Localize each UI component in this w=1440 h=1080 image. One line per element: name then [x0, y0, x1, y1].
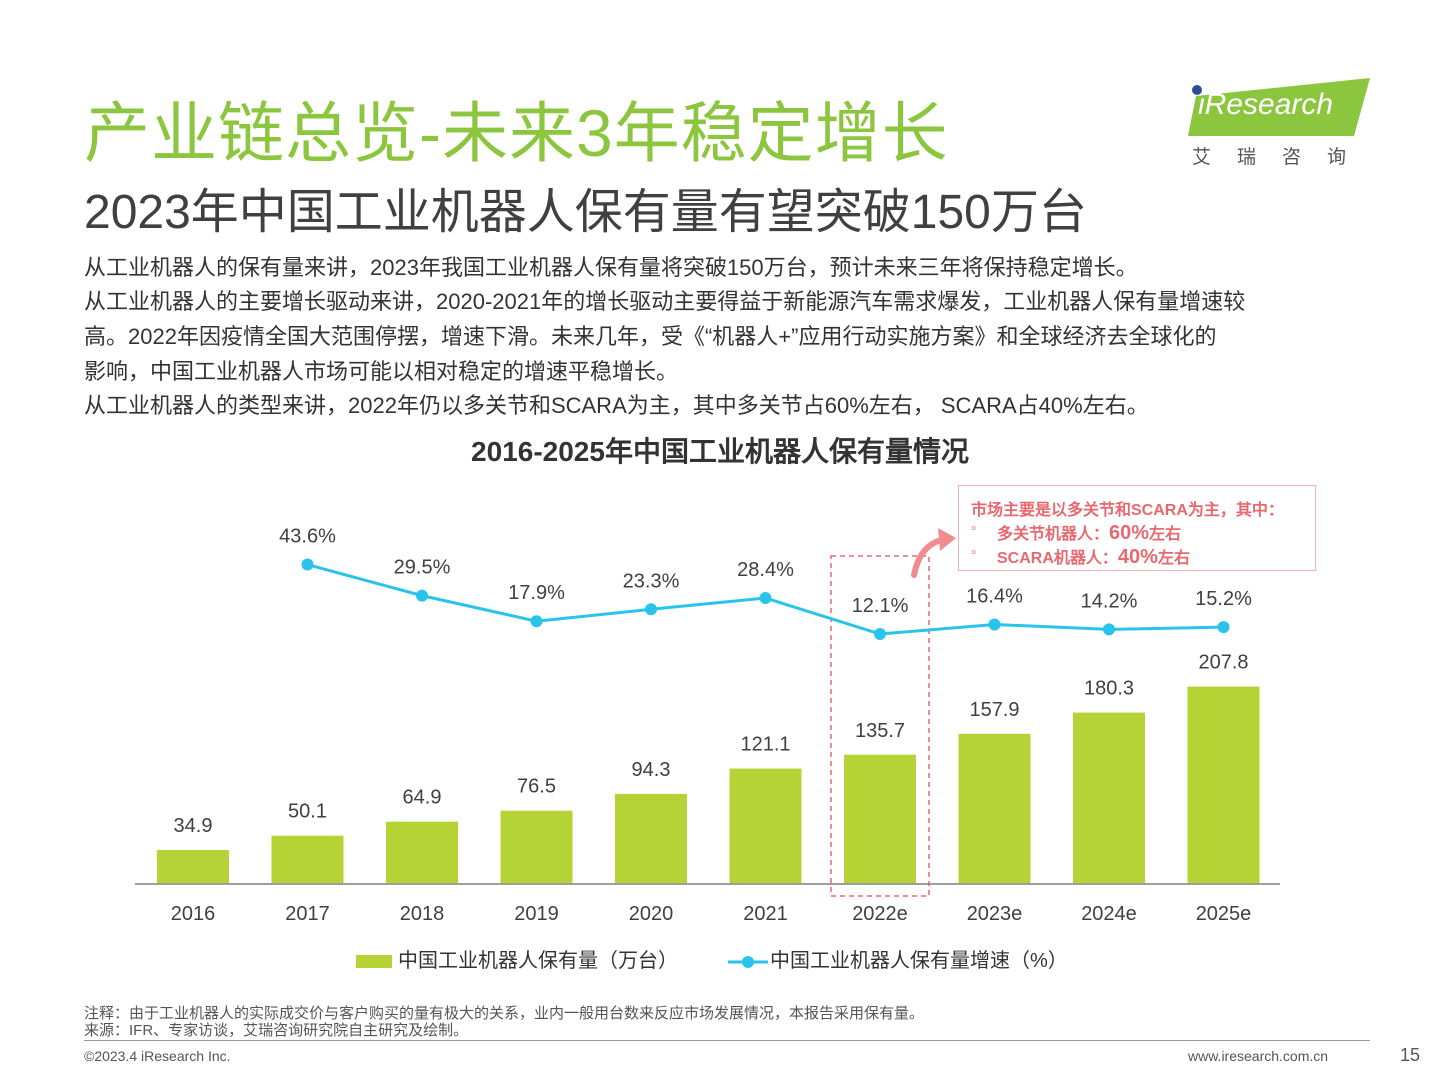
- legend-bar-swatch: [356, 955, 392, 969]
- growth-point-2018: [416, 589, 428, 602]
- growth-label-2019: 17.9%: [508, 582, 565, 604]
- growth-point-2025e: [1217, 621, 1230, 634]
- logo-wordmark: iResearch: [1198, 88, 1334, 121]
- callout-item-multi-joint: 多关节机器人：60%左右: [997, 522, 1182, 544]
- bar-label-2020: 94.3: [632, 759, 671, 781]
- bar-2019: [500, 810, 573, 883]
- bar-label-2024e: 180.3: [1084, 678, 1134, 700]
- growth-point-2020: [645, 603, 657, 616]
- growth-label-2021: 28.4%: [737, 559, 794, 581]
- x-tick-2018: 2018: [400, 903, 445, 925]
- bar-2025e: [1187, 686, 1260, 883]
- bar-label-2021: 121.1: [740, 734, 790, 756]
- body-paragraph-2: 从工业机器人的主要增长驱动来讲，2020-2021年的增长驱动主要得益于新能源汽…: [84, 289, 1246, 314]
- growth-label-2018: 29.5%: [394, 557, 451, 579]
- legend-line-label: 中国工业机器人保有量增速（%）: [770, 950, 1068, 972]
- copyright: ©2023.4 iResearch Inc.: [84, 1048, 231, 1064]
- growth-label-2017: 43.6%: [279, 526, 336, 548]
- bar-label-2025e: 207.8: [1198, 652, 1248, 674]
- callout-arrow-icon: [911, 537, 945, 578]
- growth-point-2021: [759, 592, 772, 605]
- scara-share: 40%: [1117, 546, 1158, 568]
- bar-2020: [615, 793, 687, 883]
- page-number: 15: [1400, 1045, 1421, 1065]
- legend-line: 中国工业机器人保有量增速（%）: [728, 944, 1068, 973]
- bar-2018: [386, 821, 458, 883]
- bar-label-2022e: 135.7: [855, 720, 905, 742]
- growth-point-2019: [530, 615, 543, 628]
- body-paragraph-5: 从工业机器人的类型来讲，2022年仍以多关节和SCARA为主，其中多关节占60%…: [84, 393, 1149, 418]
- x-tick-2017: 2017: [285, 903, 330, 925]
- market-share-callout: 市场主要是以多关节和SCARA为主，其中： ◦ 多关节机器人：60%左右 ◦ S…: [958, 485, 1316, 571]
- body-paragraph-3: 高。2022年因疫情全国大范围停摆，增速下滑。未来几年，受《“机器人+”应用行动…: [84, 324, 1217, 349]
- x-tick-2023e: 2023e: [967, 903, 1023, 925]
- growth-point-2022e: [874, 628, 886, 640]
- bar-label-2017: 50.1: [288, 801, 327, 823]
- growth-label-2024e: 14.2%: [1081, 590, 1138, 612]
- x-tick-2016: 2016: [171, 903, 216, 925]
- x-tick-2024e: 2024e: [1081, 903, 1137, 925]
- footer-note: 注释：由于工业机器人的实际成交价与客户购买的量有极大的关系，业内一般用台数来反应…: [84, 1005, 925, 1022]
- highlight-box: [830, 555, 930, 897]
- x-tick-2020: 2020: [629, 903, 674, 925]
- website-link[interactable]: www.iresearch.com.cn: [1188, 1048, 1329, 1064]
- iresearch-logo: iResearch 艾瑞咨询: [1188, 78, 1370, 168]
- callout-bullet-2: ◦: [971, 544, 977, 561]
- logo-chinese-name: 艾瑞咨询: [1192, 147, 1373, 168]
- page-title: 产业链总览-未来3年稳定增长: [84, 96, 949, 170]
- growth-label-2022e: 12.1%: [852, 595, 909, 617]
- bar-2022e: [844, 754, 916, 883]
- body-paragraph-1: 从工业机器人的保有量来讲，2023年我国工业机器人保有量将突破150万台，预计未…: [84, 255, 1138, 280]
- callout-item-scara: SCARA机器人：40%左右: [997, 546, 1190, 568]
- page-subtitle: 2023年中国工业机器人保有量有望突破150万台: [84, 186, 1087, 239]
- x-tick-2022e: 2022e: [852, 903, 908, 925]
- legend-bar: 中国工业机器人保有量（万台）: [356, 944, 678, 973]
- growth-point-2024e: [1103, 623, 1115, 636]
- bar-label-2018: 64.9: [403, 787, 442, 809]
- footer-divider: [84, 1040, 1370, 1041]
- bar-2021: [729, 768, 802, 883]
- bar-2024e: [1073, 712, 1145, 883]
- callout-bullet-1: ◦: [971, 520, 977, 537]
- x-tick-2021: 2021: [743, 903, 788, 925]
- logo-banner-icon: [1188, 78, 1370, 136]
- callout-arrowhead-icon: [938, 528, 956, 551]
- multi-joint-share: 60%: [1109, 522, 1150, 544]
- growth-label-2023e: 16.4%: [966, 586, 1023, 608]
- bar-2017: [271, 835, 344, 883]
- bar-2023e: [958, 733, 1031, 883]
- growth-label-2020: 23.3%: [623, 570, 680, 592]
- growth-point-2023e: [988, 618, 1001, 631]
- growth-point-2017: [301, 558, 314, 571]
- footer-source: 来源：IFR、专家访谈，艾瑞咨询研究院自主研究及绘制。: [84, 1022, 469, 1039]
- body-paragraph-4: 影响，中国工业机器人市场可能以相对稳定的增速平稳增长。: [84, 359, 679, 384]
- bar-label-2019: 76.5: [517, 776, 556, 798]
- x-tick-2019: 2019: [514, 903, 559, 925]
- legend-bar-label: 中国工业机器人保有量（万台）: [398, 950, 678, 972]
- growth-label-2025e: 15.2%: [1195, 588, 1252, 610]
- x-tick-2025e: 2025e: [1196, 903, 1252, 925]
- bar-label-2023e: 157.9: [969, 699, 1019, 721]
- callout-heading: 市场主要是以多关节和SCARA为主，其中：: [971, 502, 1284, 519]
- bar-2016: [157, 850, 229, 883]
- legend-line-swatch: [728, 955, 768, 968]
- chart-title: 2016-2025年中国工业机器人保有量情况: [471, 436, 969, 467]
- bar-label-2016: 34.9: [174, 815, 213, 837]
